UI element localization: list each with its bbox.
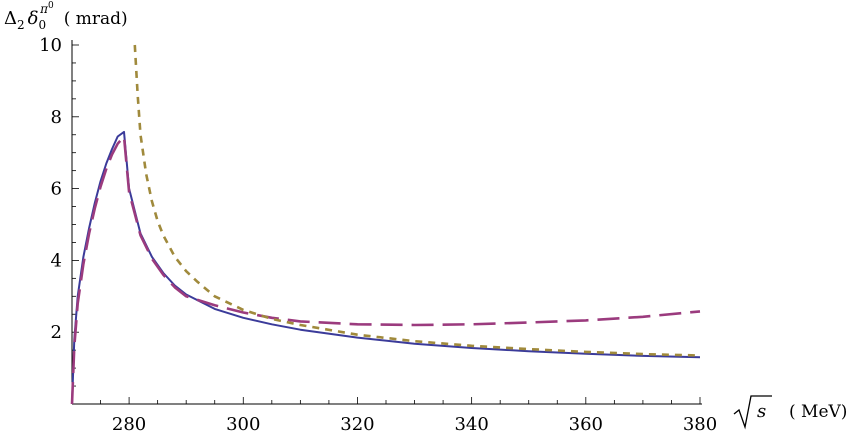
y-axis-label: Δ2 δ0π0( mrad) (4, 1, 128, 32)
y-label-symbol: δ (28, 8, 39, 29)
x-tick-label: 380 (683, 414, 717, 435)
y-tick-label: 8 (51, 107, 62, 128)
y-tick-label: 6 (51, 179, 62, 200)
x-ticks: 280 300 320 340 360 380 (71, 397, 717, 435)
x-label-unit: ( MeV) (789, 402, 847, 422)
y-label-delta: Δ (4, 8, 17, 29)
x-tick-label: 340 (454, 414, 488, 435)
series-line-solid (71, 130, 701, 405)
y-label-sup: π (39, 2, 49, 16)
x-tick-label: 280 (112, 414, 146, 435)
sqrt-sign (733, 395, 772, 430)
axes (71, 40, 702, 405)
y-label-unit: ( mrad) (64, 9, 128, 29)
y-tick-label: 2 (51, 322, 62, 343)
x-axis-label: s ( MeV) (733, 395, 847, 430)
y-tick-label: 10 (39, 35, 62, 56)
y-label-symbol-sub: 0 (38, 18, 46, 32)
x-tick-label: 300 (226, 414, 260, 435)
x-label-radicand: s (757, 401, 766, 422)
y-tick-label: 4 (51, 250, 62, 271)
series-line-short-dash (133, 44, 701, 357)
series-lines (70, 44, 701, 405)
series-line-long-dash (70, 135, 701, 405)
x-tick-label: 320 (340, 414, 374, 435)
x-tick-label: 360 (569, 414, 603, 435)
y-label-sup-sup: 0 (48, 1, 54, 11)
y-ticks: 2 4 6 8 10 (39, 35, 79, 405)
y-label-delta-sub: 2 (17, 18, 25, 32)
